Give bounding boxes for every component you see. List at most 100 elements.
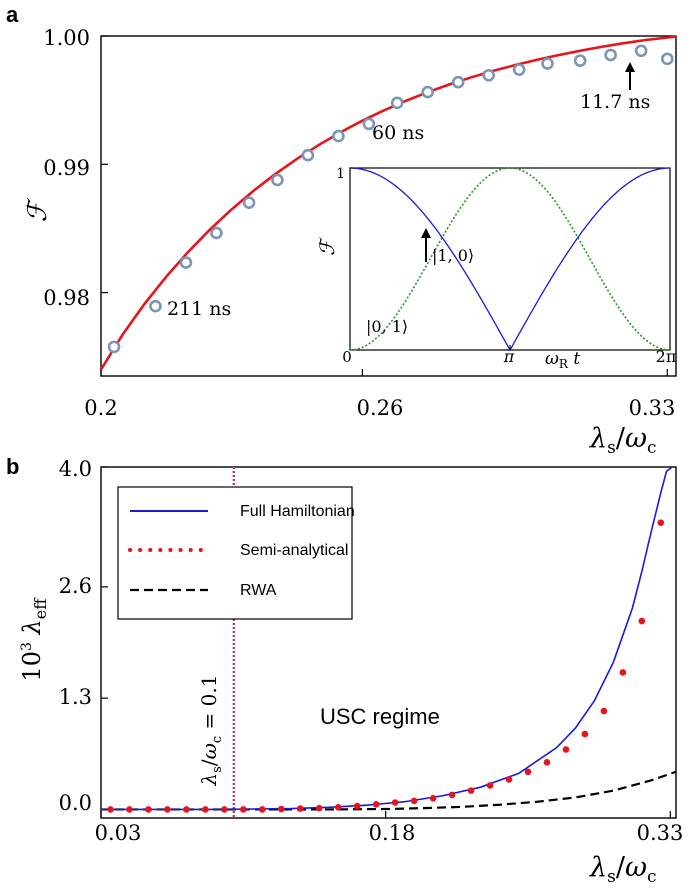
b-semi-analytical-point (600, 707, 608, 715)
b-legend-frame (117, 486, 353, 620)
b-semi-analytical-point (353, 802, 361, 810)
a-fidelity-curve (99, 35, 677, 371)
b-ytick-label-3: 2.6 (59, 574, 92, 598)
inset-frame (349, 167, 671, 351)
a-xtick-label-1: 0.2 (84, 396, 117, 420)
b-semi-analytical-point (183, 806, 190, 813)
b-semi-analytical-point (164, 806, 171, 813)
b-semi-analytical-point (277, 805, 285, 813)
a-data-point (660, 52, 674, 66)
b-semi-analytical-point (296, 805, 304, 812)
panel-b-plot-area (100, 466, 677, 819)
b-ytick-label-4: 4.0 (59, 457, 92, 481)
b-semi-analytical-point (221, 806, 228, 813)
inset-xtick-label-pi: π (503, 347, 515, 366)
inset-ytick-label: 1 (336, 166, 345, 182)
a-xlabel: λs/ωc (589, 423, 657, 458)
inset-xtick-label-0: 0 (342, 348, 352, 366)
b-semi-analytical-point (372, 801, 380, 808)
a-data-point (512, 63, 526, 76)
a-xtick-label-2: 0.26 (357, 396, 404, 420)
b-semi-analytical-point (145, 806, 152, 813)
b-semi-analytical-point (240, 806, 247, 813)
a-data-point (242, 196, 256, 209)
a-ytick-label-3: 0.98 (43, 286, 90, 310)
b-ytick-label-1: 0.0 (59, 791, 92, 815)
inset-xlabel: ωR t (545, 349, 580, 371)
b-legend-label-full: Full Hamiltonian (240, 503, 355, 520)
a-data-point (541, 57, 554, 70)
a-ylabel: ℱ (23, 197, 53, 222)
b-vline-label: λs/ωc = 0.1 (197, 675, 225, 787)
inset-state-10-label: |1, 0⟩ (432, 246, 474, 265)
a-data-point (107, 340, 121, 354)
b-semi-analytical-point (315, 804, 323, 812)
b-semi-analytical-point (543, 759, 551, 766)
b-semi-analytical-point (638, 617, 646, 625)
b-frame (100, 466, 677, 819)
inset-curve-01 (349, 167, 671, 351)
b-semi-analytical-point (126, 806, 133, 813)
a-annotation-211ns: 211 ns (167, 298, 231, 320)
panel-a-plot-area (99, 35, 677, 377)
a-data-point (179, 256, 193, 269)
a-ytick-label-1: 1.00 (43, 26, 90, 50)
panel-a-label: a (6, 2, 19, 27)
b-rwa-curve (101, 770, 676, 811)
a-data-point (634, 44, 648, 58)
inset-ylabel: ℱ (315, 237, 339, 256)
a-data-point (210, 226, 223, 240)
b-legend-label-rwa: RWA (240, 582, 277, 599)
inset-plot: 1 0 π 2π ℱ ωR t |1, 0⟩ |0, 1⟩ (315, 166, 676, 371)
b-semi-analytical-point (334, 803, 342, 811)
panel-b-label: b (6, 454, 19, 479)
b-semi-analytical-point (562, 746, 570, 753)
b-semi-analytical-point (410, 797, 418, 805)
a-data-point (332, 129, 345, 143)
b-semi-analytical-point (505, 776, 513, 783)
inset-curves (349, 167, 671, 352)
b-semi-analytical-point (524, 768, 532, 776)
b-full-hamiltonian-curve (101, 467, 673, 811)
inset-crossing-arrow (421, 228, 431, 262)
b-region-label: USC regime (320, 704, 440, 729)
a-frame (100, 35, 677, 377)
a-data-point (573, 54, 587, 67)
b-semi-analytical-point (391, 799, 399, 806)
a-data-point (390, 96, 404, 110)
b-legend-label-semi: Semi-analytical (240, 542, 348, 559)
b-xtick-label-1: 0.03 (95, 821, 142, 845)
b-ylabel: 103 λeff (18, 597, 50, 682)
a-data-point (482, 68, 495, 82)
b-semi-analytical-point (429, 795, 437, 802)
b-semi-analytical-point (448, 791, 456, 799)
b-legend: Full Hamiltonian Semi-analytical RWA (117, 486, 355, 620)
a-data-point (301, 148, 315, 162)
b-semi-analytical-point (202, 806, 209, 813)
b-semi-analytical-point (657, 519, 665, 526)
a-data-point (362, 117, 376, 131)
a-ytick-label-2: 0.99 (43, 156, 90, 180)
b-ytick-label-2: 1.3 (59, 685, 92, 709)
a-data-point (271, 173, 284, 187)
a-annotation-60ns: 60 ns (372, 122, 424, 144)
a-data-point (149, 299, 162, 313)
b-semi-analytical-point (581, 730, 589, 738)
panel-b: b 4.0 2.6 1.3 0.0 0.03 0.18 0.33 103 λef… (6, 454, 683, 887)
a-data-point (421, 85, 435, 99)
a-annotation-arrow (625, 62, 635, 90)
b-xtick-label-2: 0.18 (369, 821, 416, 845)
b-semi-analytical-point (467, 787, 475, 794)
b-semi-analytical-point (107, 806, 114, 813)
a-annotation-11p7ns: 11.7 ns (580, 91, 650, 113)
b-semi-analytical-point (486, 782, 494, 789)
a-data-point (604, 48, 617, 62)
b-xtick-label-3: 0.33 (637, 821, 684, 845)
b-xlabel: λs/ωc (589, 852, 657, 887)
inset-state-01-label: |0, 1⟩ (366, 317, 408, 336)
panel-a: a 1.00 0.99 0.98 0.2 0.26 0.33 ℱ λs/ωc 2… (6, 2, 677, 458)
b-series-group (101, 467, 676, 813)
inset-xtick-label-2pi: 2π (656, 347, 677, 366)
b-semi-analytical-point (259, 806, 266, 813)
